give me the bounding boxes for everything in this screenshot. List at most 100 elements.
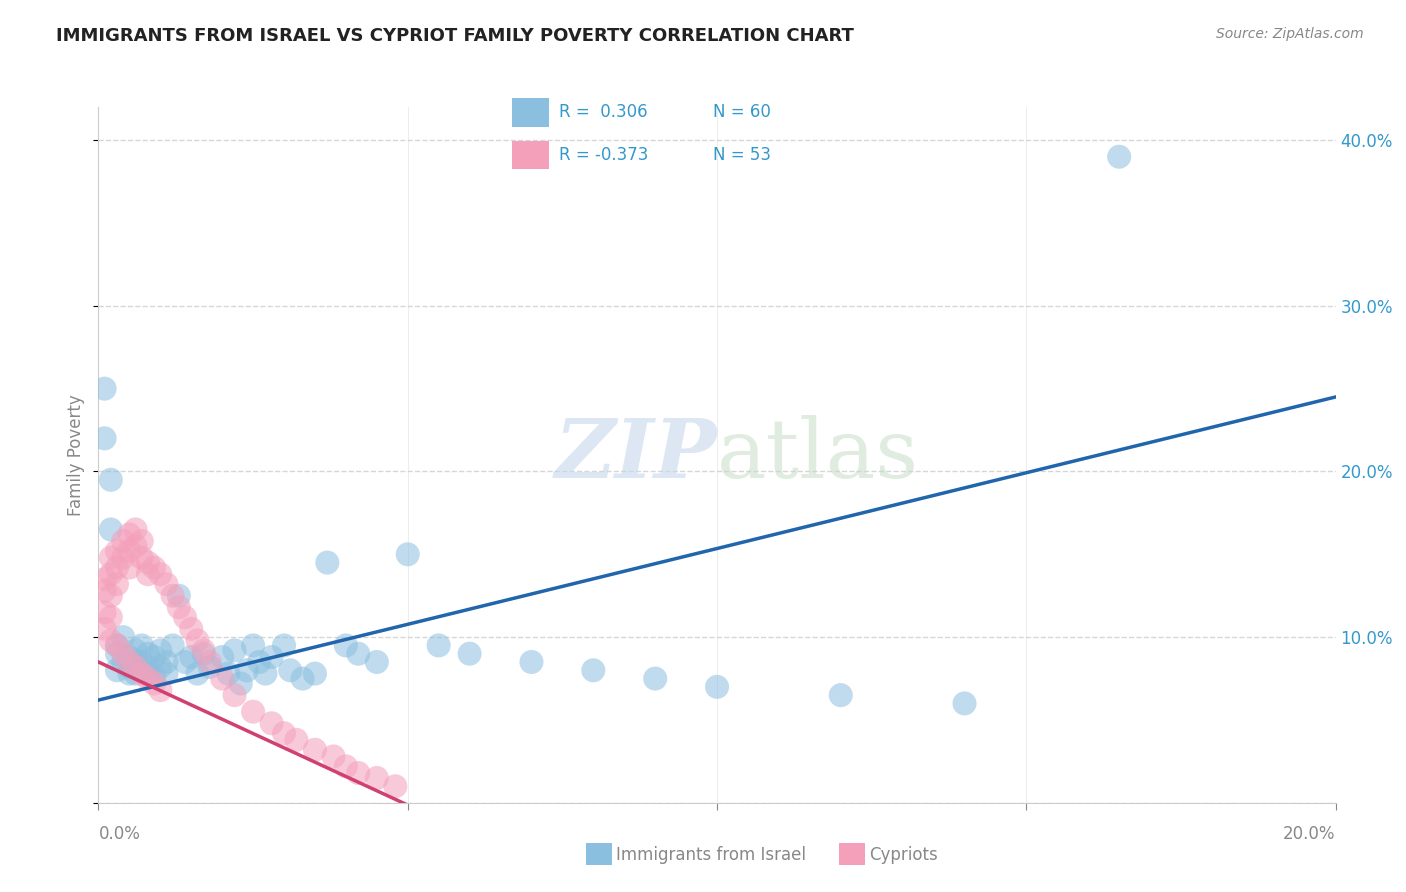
Text: 20.0%: 20.0% xyxy=(1284,825,1336,843)
Point xyxy=(136,556,159,570)
Point xyxy=(136,647,159,661)
Point xyxy=(254,666,277,681)
Point xyxy=(644,672,666,686)
Point xyxy=(174,655,197,669)
Point xyxy=(582,663,605,677)
Point xyxy=(193,643,215,657)
Point xyxy=(1108,150,1130,164)
Point xyxy=(186,633,208,648)
Text: Source: ZipAtlas.com: Source: ZipAtlas.com xyxy=(1216,27,1364,41)
Point xyxy=(112,647,135,661)
Point xyxy=(93,572,115,586)
Point xyxy=(100,567,122,582)
Point xyxy=(112,534,135,549)
Point xyxy=(118,527,141,541)
Point xyxy=(124,666,146,681)
Point xyxy=(136,672,159,686)
Point xyxy=(335,639,357,653)
Point xyxy=(224,688,246,702)
Point xyxy=(131,534,153,549)
Point xyxy=(143,560,166,574)
Point xyxy=(136,666,159,681)
Point xyxy=(149,683,172,698)
Point xyxy=(105,663,128,677)
Text: N = 60: N = 60 xyxy=(713,103,772,121)
Point xyxy=(273,726,295,740)
Point xyxy=(105,560,128,574)
Point xyxy=(149,567,172,582)
Point xyxy=(100,473,122,487)
Point xyxy=(105,647,128,661)
Text: R = -0.373: R = -0.373 xyxy=(558,146,648,164)
Point xyxy=(366,771,388,785)
Point xyxy=(100,523,122,537)
Text: Cypriots: Cypriots xyxy=(869,846,938,863)
Point xyxy=(384,779,406,793)
Point xyxy=(136,660,159,674)
Point xyxy=(458,647,481,661)
Point xyxy=(260,650,283,665)
Point xyxy=(347,766,370,780)
Point xyxy=(347,647,370,661)
Point xyxy=(180,622,202,636)
Point xyxy=(143,650,166,665)
Point xyxy=(105,639,128,653)
Point xyxy=(93,622,115,636)
Point xyxy=(830,688,852,702)
Point xyxy=(520,655,543,669)
Text: Immigrants from Israel: Immigrants from Israel xyxy=(616,846,806,863)
Point xyxy=(427,639,450,653)
Point xyxy=(229,676,252,690)
Point xyxy=(118,655,141,669)
Point xyxy=(105,577,128,591)
Point xyxy=(118,666,141,681)
Point xyxy=(118,660,141,674)
Point xyxy=(224,643,246,657)
Point xyxy=(193,647,215,661)
Point xyxy=(155,577,177,591)
Point xyxy=(167,589,190,603)
Point xyxy=(136,567,159,582)
Point xyxy=(100,633,122,648)
Point xyxy=(242,705,264,719)
Point xyxy=(149,643,172,657)
Point xyxy=(105,544,128,558)
Point xyxy=(285,732,308,747)
Point xyxy=(93,431,115,445)
Point xyxy=(322,749,344,764)
Point xyxy=(124,643,146,657)
Point xyxy=(118,650,141,665)
Point xyxy=(273,639,295,653)
Point xyxy=(278,663,301,677)
Point xyxy=(247,655,270,669)
Point xyxy=(93,583,115,598)
Point xyxy=(162,589,184,603)
Point xyxy=(155,666,177,681)
Point xyxy=(100,610,122,624)
Point xyxy=(198,660,221,674)
Point xyxy=(211,650,233,665)
Point xyxy=(105,639,128,653)
Point xyxy=(260,716,283,731)
Point xyxy=(236,663,259,677)
Point xyxy=(217,666,239,681)
Point xyxy=(100,589,122,603)
Bar xyxy=(512,98,550,127)
Bar xyxy=(512,141,550,169)
Point xyxy=(118,560,141,574)
Point xyxy=(112,655,135,669)
Point xyxy=(155,655,177,669)
Text: N = 53: N = 53 xyxy=(713,146,772,164)
Point xyxy=(143,676,166,690)
Point xyxy=(162,639,184,653)
Point xyxy=(706,680,728,694)
Point xyxy=(366,655,388,669)
Point xyxy=(112,630,135,644)
Point xyxy=(335,759,357,773)
Point xyxy=(198,655,221,669)
Text: atlas: atlas xyxy=(717,415,920,495)
Point xyxy=(149,660,172,674)
Point xyxy=(167,600,190,615)
Text: R =  0.306: R = 0.306 xyxy=(558,103,647,121)
Point xyxy=(93,382,115,396)
